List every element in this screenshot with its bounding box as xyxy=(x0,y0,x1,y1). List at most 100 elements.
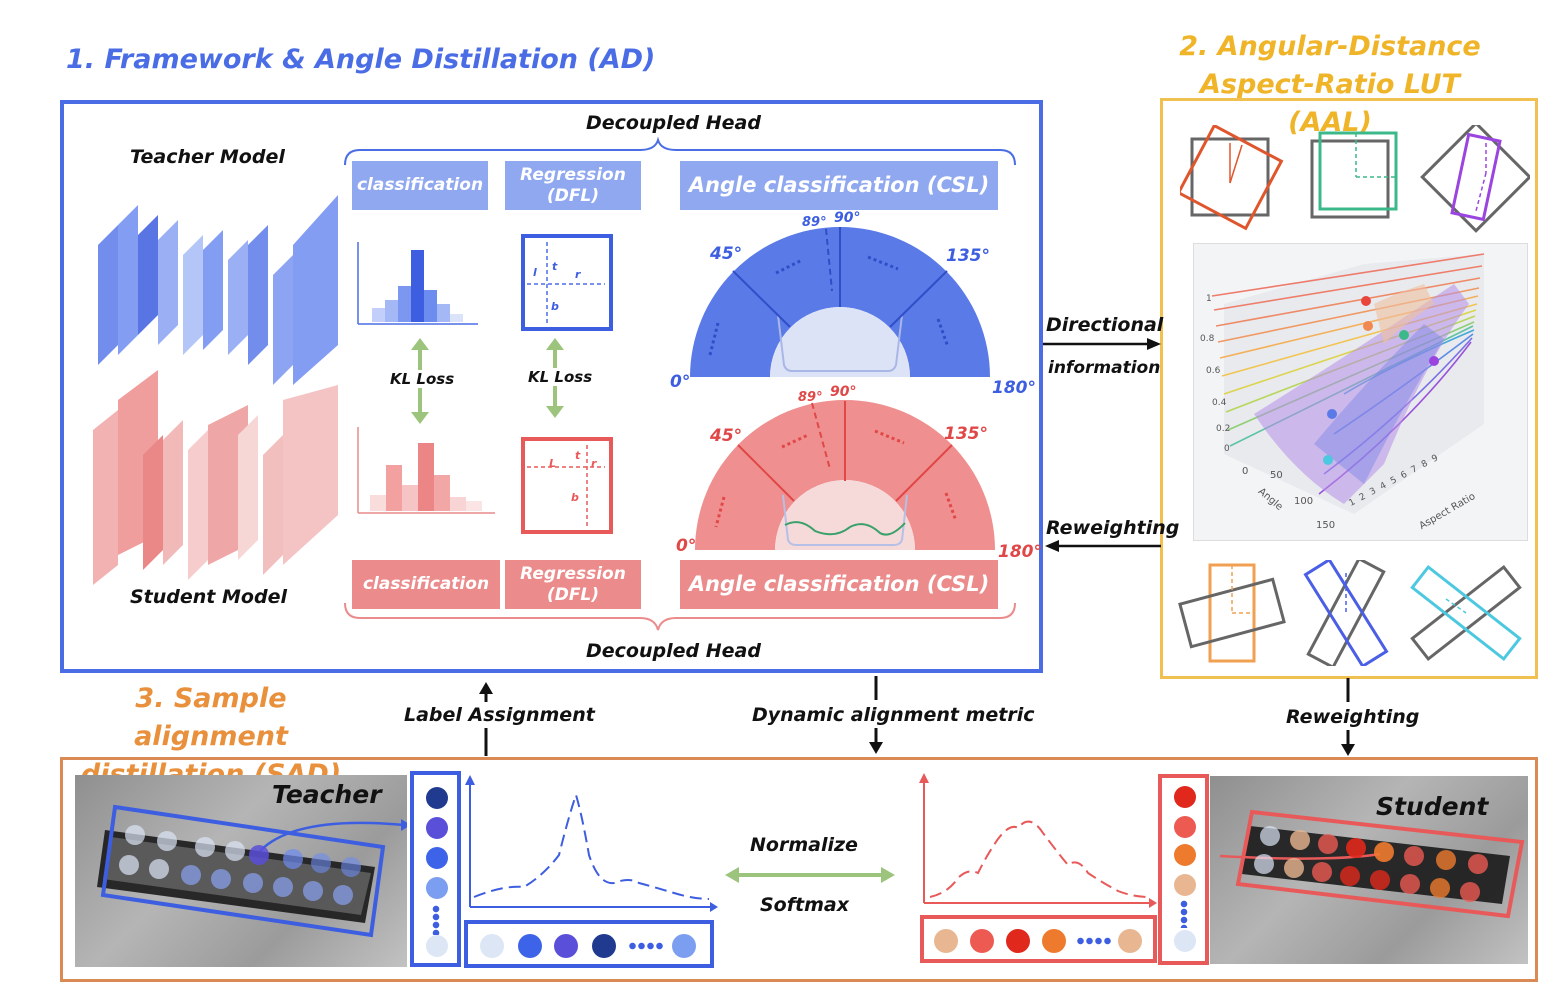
student-regression-line1: Regression xyxy=(520,563,626,584)
dynamic-alignment-label: Dynamic alignment metric xyxy=(752,704,1035,726)
student-sample-dot xyxy=(1374,842,1394,862)
angle-tick-100: 100 xyxy=(1294,496,1314,507)
teacher-angle-180: 180° xyxy=(992,378,1036,398)
ad-section-title: 1. Framework & Angle Distillation (AD) xyxy=(66,44,656,75)
student-distribution-curve xyxy=(919,773,1157,908)
student-score-row xyxy=(920,915,1157,963)
teacher-sample-dot xyxy=(249,845,269,865)
aal-title-line1: 2. Angular-Distance xyxy=(1179,31,1481,62)
teacher-col-dot xyxy=(426,847,448,869)
teacher-model-label: Teacher Model xyxy=(130,146,285,168)
decoupled-head-bottom-label: Decoupled Head xyxy=(586,640,761,662)
label-assignment-label: Label Assignment xyxy=(404,704,595,726)
student-histogram xyxy=(357,427,495,514)
student-col-ellipsis xyxy=(1180,900,1188,928)
teacher-distribution-curve xyxy=(465,775,718,912)
student-angle-90: 90° xyxy=(830,384,857,400)
student-col-dot xyxy=(1174,816,1196,838)
student-sample-dot xyxy=(1370,870,1390,890)
student-sample-dot xyxy=(1284,858,1304,878)
aal-3d-surface-plot: 1 0.8 0.6 0.4 0.2 0 0 50 100 150 Angle 1… xyxy=(1193,243,1528,541)
aal-section-title: 2. Angular-Distance Aspect-Ratio LUT (AA… xyxy=(1160,28,1500,142)
teacher-sample-dot xyxy=(119,855,139,875)
teacher-row-dot xyxy=(518,934,542,958)
student-angle-45: 45° xyxy=(710,426,743,446)
student-sample-dot xyxy=(1312,862,1332,882)
teacher-angle-135: 135° xyxy=(946,246,990,266)
rotated-box-examples-bottom xyxy=(1178,560,1522,666)
directional-label: Directional xyxy=(1046,314,1164,336)
z-tick-0.4: 0.4 xyxy=(1212,398,1227,408)
teacher-angle-90: 90° xyxy=(834,210,861,226)
student-box-l: L xyxy=(549,457,557,470)
aal-title-line2: Aspect-Ratio LUT (AAL) xyxy=(1200,69,1460,138)
student-regression-line2: (DFL) xyxy=(546,584,600,605)
student-row-dot xyxy=(934,929,958,953)
reweighting-arrow-left xyxy=(1045,540,1161,552)
student-box-b: b xyxy=(571,491,579,504)
decoupled-head-bottom-brace xyxy=(344,602,1016,631)
teacher-col-ellipsis xyxy=(432,905,440,935)
teacher-col-dot xyxy=(426,817,448,839)
teacher-sample-dot xyxy=(283,849,303,869)
softmax-label: Softmax xyxy=(760,894,849,916)
student-angle-head: Angle classification (CSL) xyxy=(680,560,998,609)
student-row-dot xyxy=(970,929,994,953)
student-sample-dot xyxy=(1400,874,1420,894)
student-sample-dot xyxy=(1468,854,1488,874)
student-row-ellipsis xyxy=(1076,937,1112,945)
teacher-sample-dot xyxy=(125,825,145,845)
teacher-image xyxy=(75,775,407,967)
network-layers-graphic xyxy=(93,195,338,585)
teacher-angle-45: 45° xyxy=(710,244,743,264)
label-assignment-arrow xyxy=(479,682,493,756)
teacher-regression-line1: Regression xyxy=(520,164,626,185)
teacher-angle-89: 89° xyxy=(802,215,827,230)
teacher-angle-arc xyxy=(690,227,990,377)
student-sample-dot xyxy=(1254,854,1274,874)
framework-box xyxy=(60,100,1043,673)
student-col-dot xyxy=(1174,786,1196,808)
teacher-angle-head: Angle classification (CSL) xyxy=(680,161,998,210)
kl-loss-label-2: KL Loss xyxy=(526,368,595,386)
teacher-row-dot xyxy=(592,934,616,958)
student-angle-0: 0° xyxy=(676,536,697,556)
decoupled-head-top-label: Decoupled Head xyxy=(586,112,761,134)
teacher-row-dot xyxy=(672,934,696,958)
student-sample-dot xyxy=(1340,866,1360,886)
sad-title-line1: 3. Sample alignment xyxy=(134,683,288,752)
student-sample-dot xyxy=(1404,846,1424,866)
teacher-classification-head: classification xyxy=(352,161,488,210)
student-angle-180: 180° xyxy=(998,542,1042,562)
teacher-sample-dot xyxy=(311,853,331,873)
teacher-row-dot xyxy=(554,934,578,958)
z-tick-0.2: 0.2 xyxy=(1216,424,1231,434)
rotated-box-examples-top xyxy=(1180,125,1530,233)
teacher-col-dot xyxy=(426,935,448,957)
teacher-col-dot xyxy=(426,877,448,899)
student-box-t: t xyxy=(575,449,581,462)
teacher-regression-box: t l r b xyxy=(521,234,613,331)
teacher-angle-0: 0° xyxy=(670,372,691,392)
student-row-dot xyxy=(1042,929,1066,953)
student-regression-box: t L r b xyxy=(521,437,613,534)
student-row-dot xyxy=(1118,929,1142,953)
student-sample-dot xyxy=(1460,882,1480,902)
student-image xyxy=(1210,776,1528,964)
teacher-regression-line2: (DFL) xyxy=(546,185,600,206)
teacher-sample-dot xyxy=(333,885,353,905)
student-sample-dot xyxy=(1260,826,1280,846)
aal-box xyxy=(1160,98,1538,679)
teacher-sample-dot xyxy=(181,865,201,885)
reweighting-down-arrow xyxy=(1341,678,1355,756)
teacher-box-r: r xyxy=(575,268,581,281)
student-sample-dot xyxy=(1346,838,1366,858)
z-tick-0.6: 0.6 xyxy=(1206,366,1221,376)
teacher-sample-dot xyxy=(157,831,177,851)
student-score-column xyxy=(1158,774,1209,965)
student-sample-dot xyxy=(1436,850,1456,870)
student-sample-dot xyxy=(1290,830,1310,850)
z-tick-0.8: 0.8 xyxy=(1200,334,1215,344)
angle-tick-50: 50 xyxy=(1270,470,1283,481)
teacher-sample-dot xyxy=(211,869,231,889)
